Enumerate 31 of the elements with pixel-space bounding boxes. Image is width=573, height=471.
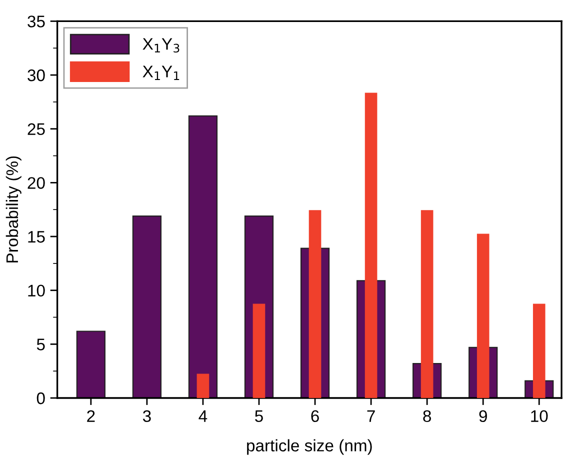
x-tick-label: 6 [311,410,319,422]
bar [364,92,378,398]
y-tick-label: 10 [28,284,45,297]
bar [196,374,210,398]
y-tick-label: 15 [28,231,45,243]
y-tick-label: 35 [28,16,45,28]
x-tick-label: 10 [531,410,548,422]
legend-label: X$_{1}$Y$_{1}$ [142,66,180,80]
bar [476,234,490,398]
x-tick-label: 3 [142,410,151,422]
x-tick-label: 9 [479,410,487,422]
y-tick-label: 25 [28,123,45,136]
y-tick-label: 20 [28,177,45,189]
bar [420,210,434,398]
legend-label: X$_{1}$Y$_{3}$ [142,38,180,53]
x-tick-label: 7 [367,410,375,422]
y-tick-label: 30 [28,69,45,82]
bar [252,304,266,398]
y-tick-label: 0 [36,392,45,404]
bar [532,304,546,398]
x-axis-title: particle size (nm) [247,439,372,455]
x-tick-label: 4 [198,410,208,422]
bar [132,216,162,398]
x-tick-label: 2 [87,410,95,422]
bar [188,115,218,398]
bar [308,210,322,398]
y-tick-label: 5 [36,338,45,350]
y-axis-title: Probability (%) [6,156,22,262]
x-tick-label: 8 [423,410,431,422]
bar [76,330,106,398]
x-tick-label: 5 [255,410,263,422]
